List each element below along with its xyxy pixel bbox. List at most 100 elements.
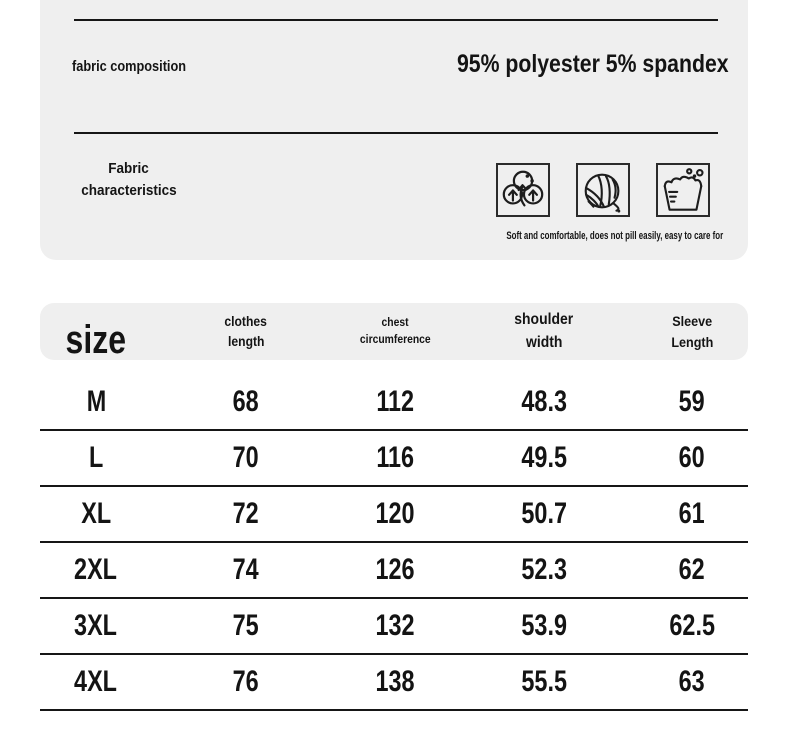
cell-clothes-length: 68 [171,385,321,419]
cell-size: L [40,441,171,475]
cell-text: 63 [678,665,706,698]
header-line: circumference [360,333,431,346]
fabric-composition-value: 95% polyester 5% spandex [409,50,729,79]
cell-text: 70 [232,441,260,474]
cell-text: 2XL [74,553,118,586]
cell-size: XL [40,497,171,531]
cell-text: 120 [375,497,416,530]
header-line: Sleeve [672,313,712,330]
cell-text: 112 [376,385,415,418]
cell-text: 62.5 [669,609,715,642]
cell-text: XL [81,497,111,530]
cell-text: 59 [678,385,706,418]
cell-text: 48.3 [521,385,567,418]
fabric-composition-label: fabric composition [72,58,206,75]
cell-text: 61 [678,497,706,530]
cell-chest-circumference: 138 [321,665,470,699]
cell-text: 75 [232,609,260,642]
cell-clothes-length: 72 [171,497,321,531]
column-header-size: size [40,302,171,362]
cell-sleeve-length: 62 [618,553,748,587]
cell-text: 3XL [74,609,118,642]
cell-clothes-length: 74 [171,553,321,587]
header-line: width [525,333,563,351]
cell-text: 74 [232,553,260,586]
cell-sleeve-length: 62.5 [618,609,748,643]
cell-text: 4XL [74,665,118,698]
size-table-header: size clothes length chest circumference … [40,303,748,360]
cell-text: 132 [375,609,416,642]
cell-text: L [88,441,104,474]
cell-text: M [86,385,106,418]
cell-text: 49.5 [521,441,567,474]
cell-text: 50.7 [521,497,567,530]
cell-text: 138 [375,665,416,698]
cell-size: 2XL [40,553,171,587]
size-table-body: M 68 112 48.3 59 L 70 116 49.5 60 XL 72 … [40,375,748,711]
cell-text: 68 [232,385,260,418]
fabric-characteristics-line1: Fabric [108,160,150,177]
fabric-composition-label-text: fabric composition [72,58,187,75]
cell-chest-circumference: 120 [321,497,470,531]
cell-chest-circumference: 112 [321,385,470,419]
cell-text: 55.5 [521,665,567,698]
cell-shoulder-width: 48.3 [470,385,618,419]
cell-chest-circumference: 116 [321,441,470,475]
cell-shoulder-width: 52.3 [470,553,618,587]
column-header-clothes-length: clothes length [171,312,321,351]
cell-shoulder-width: 49.5 [470,441,618,475]
cell-chest-circumference: 126 [321,553,470,587]
cell-text: 116 [376,441,415,474]
cell-text: 53.9 [521,609,567,642]
table-row: 2XL 74 126 52.3 62 [40,543,748,599]
cell-shoulder-width: 55.5 [470,665,618,699]
fabric-feature-caption-text: Soft and comfortable, does not pill easi… [506,230,723,242]
cell-sleeve-length: 61 [618,497,748,531]
fabric-characteristics-line2: characteristics [81,182,177,199]
cell-text: 60 [678,441,706,474]
cell-clothes-length: 75 [171,609,321,643]
table-row: 3XL 75 132 53.9 62.5 [40,599,748,655]
cell-text: 62 [678,553,706,586]
fabric-info-panel: fabric composition 95% polyester 5% span… [40,0,748,260]
size-table: size clothes length chest circumference … [40,303,748,711]
cell-clothes-length: 70 [171,441,321,475]
table-row: L 70 116 49.5 60 [40,431,748,487]
cell-size: M [40,385,171,419]
cell-text: 76 [232,665,260,698]
cell-shoulder-width: 50.7 [470,497,618,531]
divider-line [74,132,718,134]
header-line: shoulder [514,311,574,329]
table-row: XL 72 120 50.7 61 [40,487,748,543]
cell-sleeve-length: 60 [618,441,748,475]
column-header-sleeve-length: Sleeve Length [618,311,748,352]
cell-size: 3XL [40,609,171,643]
cell-text: 52.3 [521,553,567,586]
header-line: length [227,333,265,349]
cell-chest-circumference: 132 [321,609,470,643]
cell-clothes-length: 76 [171,665,321,699]
column-header-chest-circumference: chest circumference [321,315,470,348]
header-line: chest [381,316,410,329]
cell-sleeve-length: 63 [618,665,748,699]
cell-text: 72 [232,497,260,530]
column-header-shoulder-width: shoulder width [470,309,618,354]
yarn-ball-icon [576,163,630,217]
fabric-feature-icons [496,163,710,217]
divider-line [74,19,718,21]
cell-text: 126 [375,553,416,586]
table-row: 4XL 76 138 55.5 63 [40,655,748,711]
wash-basin-icon [656,163,710,217]
table-row: M 68 112 48.3 59 [40,375,748,431]
breathable-icon [496,163,550,217]
fabric-composition-value-text: 95% polyester 5% spandex [457,50,729,78]
header-line: Length [671,333,713,350]
fabric-characteristics-label: Fabric characteristics [44,158,214,202]
fabric-feature-caption: Soft and comfortable, does not pill easi… [422,230,723,242]
cell-shoulder-width: 53.9 [470,609,618,643]
cell-sleeve-length: 59 [618,385,748,419]
cell-size: 4XL [40,665,171,699]
header-line: clothes [224,313,268,329]
column-header-size-text: size [65,317,127,362]
